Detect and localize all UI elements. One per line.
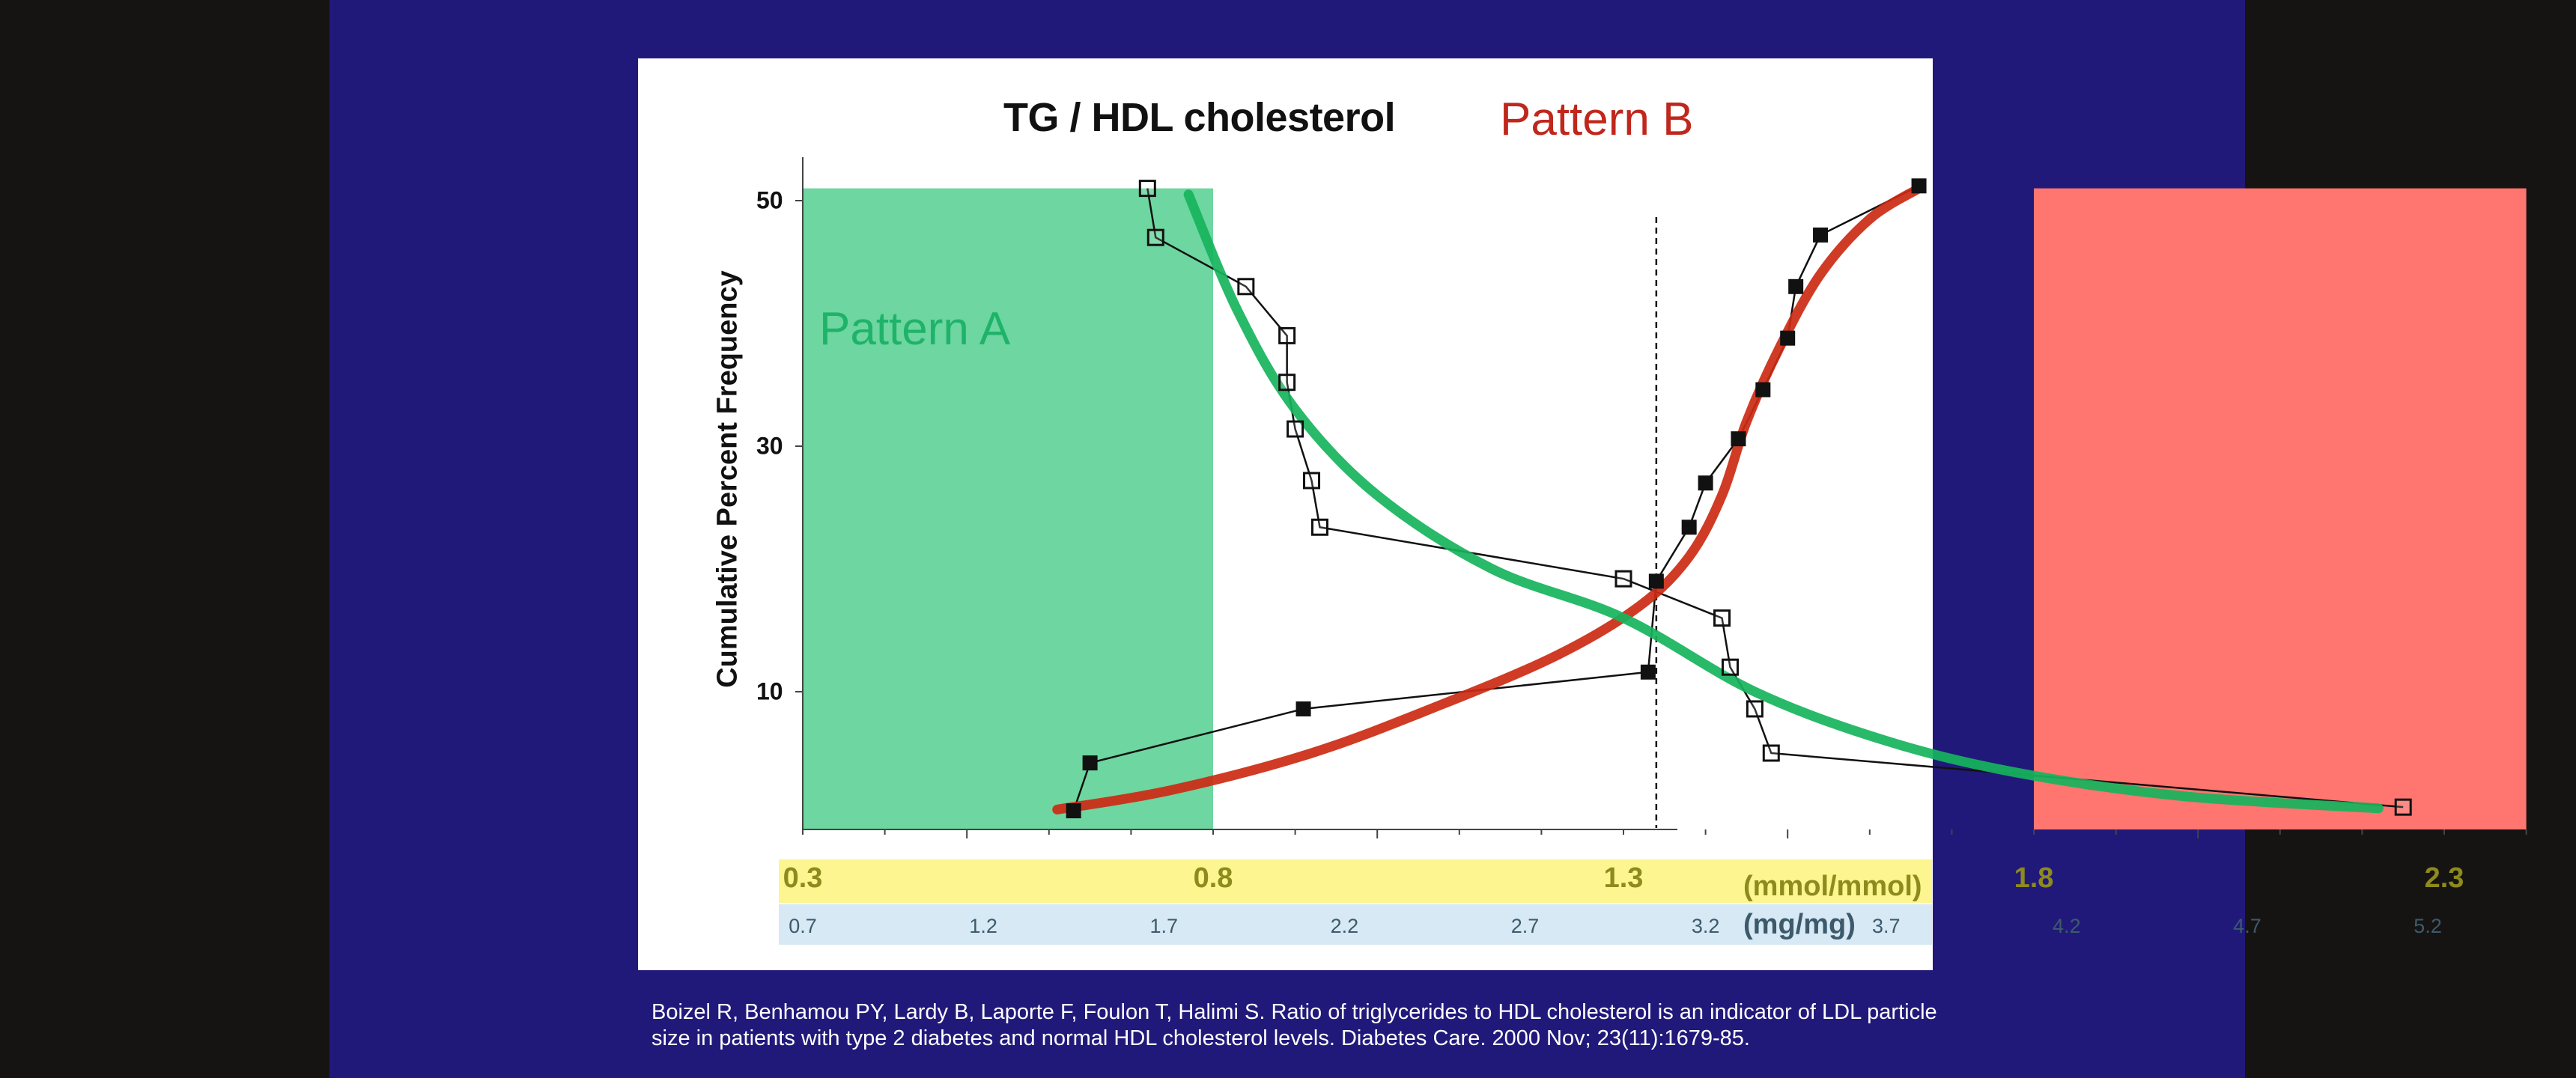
open-square-marker (1138, 180, 1156, 198)
mg-tick-label: 3.7 (1871, 915, 1901, 937)
mg-axis-band (779, 904, 1932, 945)
mg-tick-label: 2.2 (1330, 915, 1359, 937)
pattern-b-region (2034, 188, 2527, 830)
filled-square-marker (1911, 178, 1927, 194)
mg-tick-label: 3.2 (1691, 915, 1720, 937)
open-square-marker (1713, 609, 1731, 627)
open-square-marker (1762, 744, 1780, 762)
open-square-marker (1278, 326, 1296, 344)
open-square-marker (1746, 700, 1764, 718)
mmol-tick-label: 2.3 (2424, 862, 2464, 894)
mg-tick-label: 1.7 (1149, 915, 1179, 937)
filled-square-marker (1648, 573, 1664, 589)
pattern-a-region (803, 188, 1213, 830)
open-square-marker (1721, 658, 1739, 676)
open-square-marker (2394, 798, 2412, 816)
mg-tick-label: 5.2 (2414, 915, 2442, 937)
filled-square-marker (1731, 431, 1746, 447)
filled-square-marker (1681, 520, 1697, 535)
open-square-marker (1310, 518, 1328, 536)
y-tick-label: 10 (756, 677, 783, 705)
filled-square-marker (1640, 664, 1656, 680)
mg-tick-label: 2.7 (1510, 915, 1540, 937)
pattern-a-label: Pattern A (819, 303, 1011, 355)
mg-tick-label: 1.2 (969, 915, 997, 937)
mmol-tick-label: 0.8 (1193, 862, 1233, 894)
filled-square-marker (1780, 330, 1796, 346)
mmol-axis-band (779, 859, 1932, 903)
mmol-tick-label: 1.3 (1603, 862, 1644, 894)
citation-text: Boizel R, Benhamou PY, Lardy B, Laporte … (651, 1000, 1937, 1050)
filled-square-marker (1066, 803, 1081, 819)
y-axis-label: Cumulative Percent Frequency (711, 270, 744, 688)
open-square-marker (1287, 420, 1304, 438)
mg-unit-label: (mg/mg) (1743, 909, 1856, 940)
mg-tick-label: 4.7 (2233, 915, 2261, 937)
filled-square-marker (1813, 227, 1829, 243)
open-square-marker (1237, 278, 1255, 296)
filled-square-marker (1082, 755, 1098, 771)
pattern-b-label: Pattern B (1500, 94, 1694, 145)
open-square-marker (1614, 570, 1632, 588)
mg-tick-label: 4.2 (2053, 915, 2081, 937)
y-tick-label: 30 (756, 432, 783, 460)
chart-title: TG / HDL cholesterol (1003, 95, 1396, 140)
mmol-tick-label: 0.3 (783, 862, 823, 894)
mmol-unit-label: (mmol/mmol) (1743, 871, 1922, 902)
open-square-marker (1303, 472, 1321, 490)
open-square-marker (1278, 374, 1296, 392)
filled-square-marker (1755, 382, 1771, 398)
filled-square-marker (1788, 278, 1804, 294)
open-square-marker (1146, 228, 1164, 246)
filled-square-marker (1698, 475, 1713, 491)
y-tick-label: 50 (756, 186, 783, 214)
mg-tick-label: 0.7 (789, 915, 817, 937)
filled-square-marker (1295, 701, 1311, 716)
mmol-tick-label: 1.8 (2014, 862, 2054, 894)
